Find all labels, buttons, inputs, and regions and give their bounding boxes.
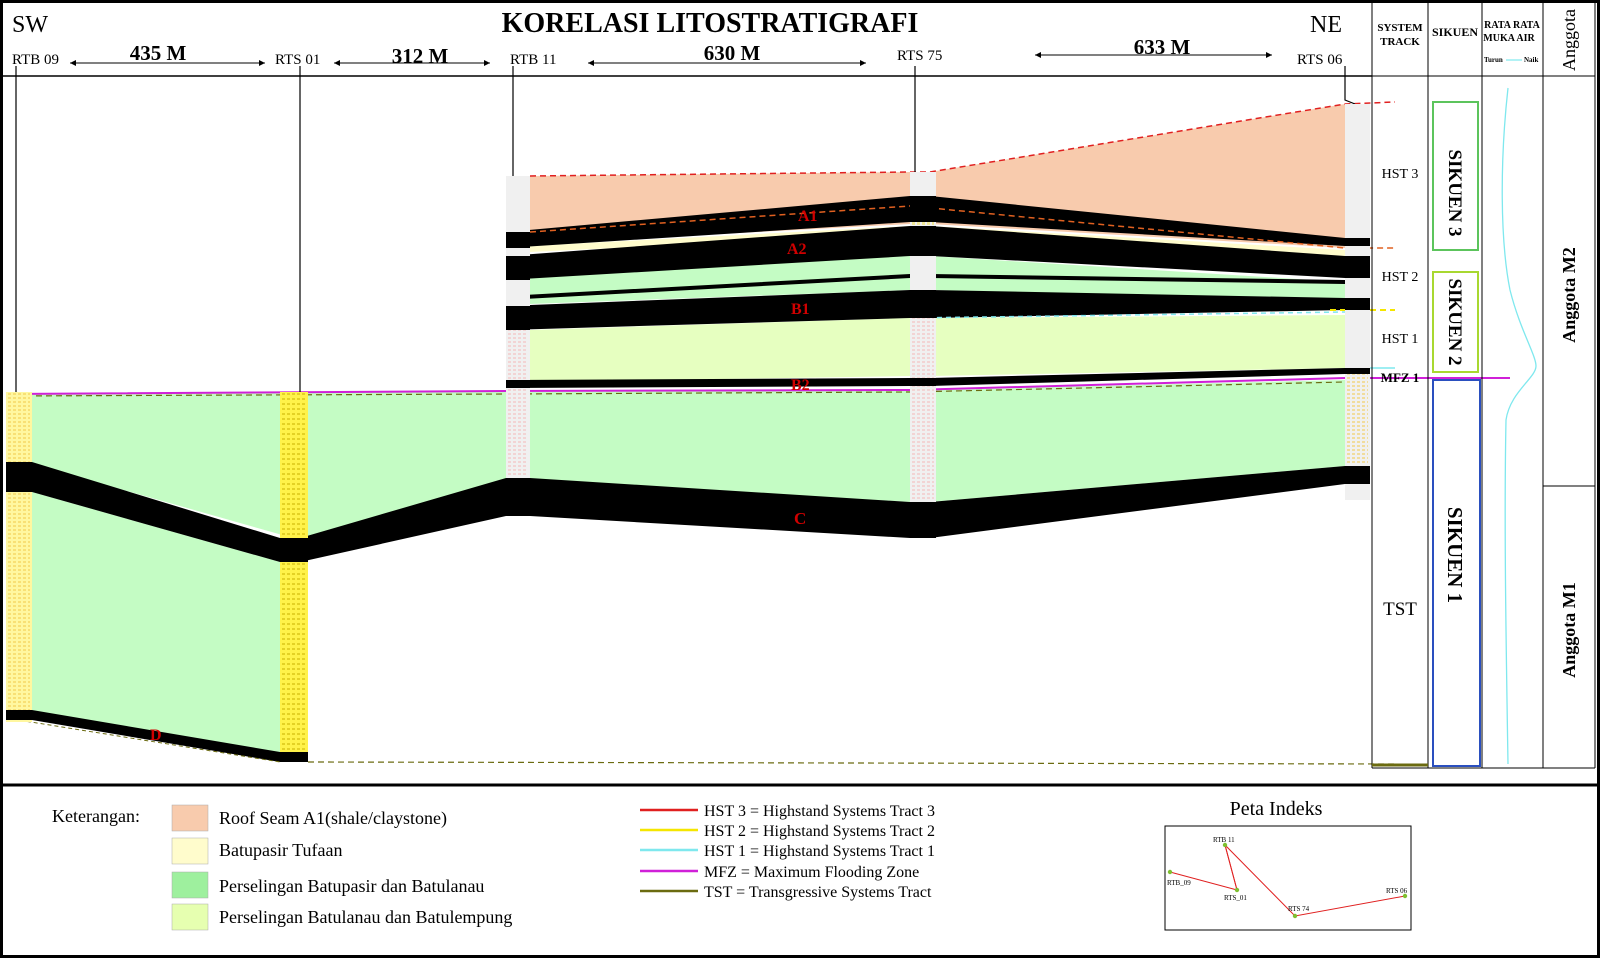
sequence-1-label: SIKUEN 1	[1443, 507, 1467, 603]
distance-2: 312 M	[392, 44, 449, 68]
legend-fill-label-4: Perselingan Batulanau dan Batulempung	[219, 907, 512, 927]
lightgreen-body	[530, 315, 1345, 382]
index-map-label-rts74: RTS 74	[1288, 905, 1310, 913]
legend-line-label-4: MFZ = Maximum Flooding Zone	[704, 864, 919, 881]
index-map-label-rtb09: RTB_09	[1167, 879, 1191, 887]
legend-swatch-tuff	[171, 837, 209, 865]
tst-base-line-left	[5, 717, 281, 763]
seam-label-b2: B2	[791, 377, 810, 394]
col-sea-level-2: MUKA AIR	[1483, 33, 1535, 44]
well-label-rts06: RTS 06	[1297, 52, 1343, 68]
seam-thin	[506, 274, 1345, 300]
distance-arrowheads	[70, 52, 1272, 66]
legend-lines	[640, 808, 698, 893]
legend-fills	[171, 804, 209, 931]
tract-tst: TST	[1383, 599, 1417, 620]
seam-d	[6, 710, 308, 762]
well-label-rtb11: RTB 11	[510, 52, 556, 68]
green-body-main	[32, 380, 1345, 540]
col-turun: Turun	[1484, 56, 1503, 64]
index-map-label-rts01: RTS_01	[1224, 894, 1247, 902]
sequence-2-box	[1432, 271, 1479, 373]
well-stick-rts06	[1344, 66, 1356, 105]
right-columns	[1371, 3, 1596, 769]
page-title: KORELASI LITOSTRATIGRAFI	[502, 8, 919, 39]
sw-label: SW	[12, 12, 48, 38]
col-anggota: Anggota	[1559, 9, 1579, 71]
member-m2-label: Anggota M2	[1559, 247, 1579, 343]
index-map-label-rtb11: RTB 11	[1213, 836, 1235, 844]
index-map-frame	[1164, 825, 1412, 931]
seam-label-b1: B1	[791, 301, 810, 318]
member-m1-label: Anggota M1	[1559, 582, 1579, 678]
sequence-2-label: SIKUEN 2	[1444, 278, 1465, 365]
seam-label-a2: A2	[787, 241, 807, 258]
hst1-line	[909, 311, 1346, 319]
legend-fill-label-2: Batupasir Tufaan	[219, 840, 343, 860]
green-body-lower	[32, 492, 300, 762]
seam-c	[6, 462, 1345, 562]
tract-hst3: HST 3	[1382, 167, 1419, 182]
distance-arrows	[70, 54, 1272, 64]
log-rts01	[280, 392, 308, 762]
ne-label: NE	[1310, 12, 1342, 38]
seam-label-c: C	[794, 509, 806, 528]
sequence-3-box	[1432, 101, 1479, 251]
index-map-title: Peta Indeks	[1230, 798, 1323, 820]
sequence-3-label: SIKUEN 3	[1444, 149, 1465, 236]
distance-1: 435 M	[130, 41, 187, 65]
index-map-points	[1167, 842, 1408, 919]
legend-swatch-green	[171, 871, 209, 899]
legend-swatch-lightgreen	[171, 903, 209, 931]
legend-fill-label-3: Perselingan Batupasir dan Batulanau	[219, 876, 484, 896]
index-map-label-rts06: RTS 06	[1386, 887, 1408, 895]
well-label-rts75: RTS 75	[897, 48, 942, 64]
distance-4: 633 M	[1134, 35, 1191, 59]
seam-label-a1: A1	[798, 208, 818, 225]
legend-fill-label-1: Roof Seam A1(shale/claystone)	[219, 808, 447, 829]
seam-label-d: D	[150, 727, 162, 744]
col-naik: Naik	[1524, 56, 1539, 64]
col-sikuen: SIKUEN	[1432, 25, 1478, 39]
col-sea-level-1: RATA RATA	[1484, 20, 1540, 31]
tract-hst1: HST 1	[1382, 332, 1419, 347]
legend-line-label-2: HST 2 = Highstand Systems Tract 2	[704, 823, 935, 840]
tract-hst2: HST 2	[1382, 270, 1419, 285]
legend-swatch-roof	[171, 804, 209, 832]
distance-3: 630 M	[704, 41, 761, 65]
legend-line-label-5: TST = Transgressive Systems Tract	[704, 884, 932, 901]
col-system-track-1: SYSTEM	[1377, 22, 1423, 34]
tract-mfz1: MFZ 1	[1381, 370, 1420, 385]
sea-level-curve	[1501, 87, 1537, 765]
well-label-rts01: RTS 01	[275, 52, 320, 68]
legend-line-label-3: HST 1 = Highstand Systems Tract 1	[704, 843, 935, 860]
col-system-track-2: TRACK	[1380, 36, 1420, 48]
tst-base-line	[307, 761, 1396, 765]
log-rtb09	[6, 392, 32, 722]
green-body-upper	[530, 256, 1345, 304]
legend-line-label-1: HST 3 = Highstand Systems Tract 3	[704, 803, 935, 820]
sequence-1-box	[1432, 379, 1481, 767]
well-label-rtb09: RTB 09	[12, 52, 59, 68]
log-coal	[6, 196, 1370, 762]
legend-title: Keterangan:	[52, 806, 140, 826]
tst-top-line	[5, 381, 1346, 397]
